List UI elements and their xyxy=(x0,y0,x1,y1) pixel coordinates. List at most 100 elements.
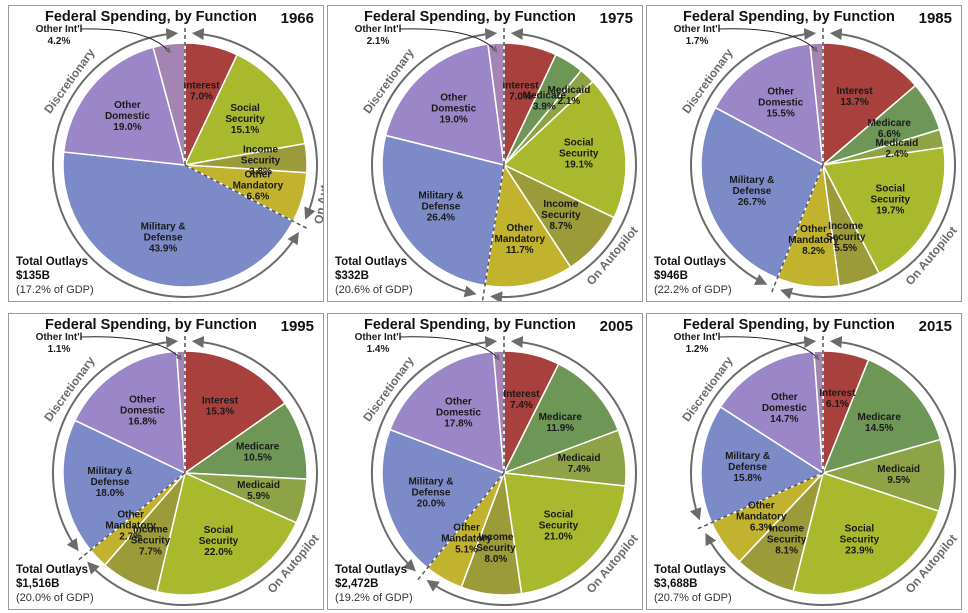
total-outlays-value: $332B xyxy=(335,270,369,282)
slice-label-income-security: Income Security 5.5% xyxy=(826,221,866,254)
slice-label-interest: Interest 15.3% xyxy=(202,395,239,417)
chart-year: 1985 xyxy=(918,10,952,27)
total-outlays-value: $1,516B xyxy=(16,578,60,590)
total-outlays-value: $3,688B xyxy=(654,578,698,590)
slice-other-domestic xyxy=(62,46,187,166)
total-outlays-value: $946B xyxy=(654,270,688,282)
slice-label-other-domestic: Other Domestic 15.5% xyxy=(758,86,803,119)
other-intl-leader-line xyxy=(80,28,171,54)
slice-social-security xyxy=(502,80,627,219)
chart-title: Federal Spending, by Function xyxy=(683,317,895,333)
slice-label-social-security: Social Security 19.7% xyxy=(871,184,911,217)
chart-title: Federal Spending, by Function xyxy=(45,317,257,333)
chart-year: 1966 xyxy=(280,10,314,27)
total-outlays-block: Total Outlays $946B (22.2% of GDP) xyxy=(654,255,732,297)
slice-label-medicaid: Medicaid 7.4% xyxy=(558,453,601,475)
gdp-share: (20.6% of GDP) xyxy=(335,284,413,296)
other-intl-leader-line xyxy=(399,28,498,53)
discretionary-arc xyxy=(690,28,817,285)
slice-label-other-domestic: Other Domestic 17.8% xyxy=(436,397,481,430)
other-intl-leader-line xyxy=(399,336,500,361)
chart-year: 2015 xyxy=(918,318,952,335)
slice-label-income-security: Income Security 3.8% xyxy=(241,145,281,178)
chart-panel-2015: Discretionary On Autopilot Interest 6.1% Med… xyxy=(646,313,962,610)
chart-panel-1995: Discretionary On Autopilot Interest 15.3% Me… xyxy=(8,313,324,610)
slice-label-interest: Interest 7.4% xyxy=(503,389,540,411)
slice-label-interest: Interest 7.0% xyxy=(184,81,221,103)
chart-title: Federal Spending, by Function xyxy=(364,317,576,333)
slice-label-medicaid: Medicaid 5.9% xyxy=(237,480,280,502)
slice-label-social-security: Social Security 21.0% xyxy=(539,509,579,542)
slice-medicare xyxy=(821,358,942,475)
slice-label-interest: Interest 6.1% xyxy=(819,388,856,410)
slice-label-social-security: Social Security 22.0% xyxy=(199,525,239,558)
other-intl-leader-line xyxy=(80,336,182,361)
slice-label-other-intl: Other Int'l 1.4% xyxy=(355,332,402,355)
slice-label-other-mandatory: Other Mandatory 6.3% xyxy=(736,501,787,534)
slice-label-medicare: Medicare 11.9% xyxy=(539,412,583,434)
slice-label-income-security: Income Security 8.0% xyxy=(476,532,516,565)
autopilot-arc xyxy=(490,28,637,301)
slice-label-military-defense: Military & Defense 18.0% xyxy=(87,466,132,499)
slice-label-interest: Interest 7.0% xyxy=(502,81,539,103)
total-outlays-label: Total Outlays xyxy=(16,564,88,576)
total-outlays-block: Total Outlays $332B (20.6% of GDP) xyxy=(335,255,413,297)
slice-label-medicaid: Medicaid 2.4% xyxy=(875,138,918,160)
slice-label-other-mandatory: Other Mandatory 5.1% xyxy=(441,523,492,556)
chart-title: Federal Spending, by Function xyxy=(364,9,576,25)
chart-year: 2005 xyxy=(599,318,633,335)
gdp-share: (17.2% of GDP) xyxy=(16,284,94,296)
slice-medicare xyxy=(502,362,620,475)
autopilot-arc xyxy=(87,336,318,606)
slice-social-security xyxy=(821,146,946,275)
slice-label-military-defense: Military & Defense 26.7% xyxy=(729,175,774,208)
slice-label-social-security: Social Security 19.1% xyxy=(559,137,599,170)
slice-label-other-intl: Other Int'l 1.2% xyxy=(674,332,721,355)
slice-label-income-security: Income Security 8.7% xyxy=(541,199,581,232)
other-intl-leader-line xyxy=(718,336,820,361)
chart-panel-1966: Discretionary On Autopilot Interest 7.0% Soc… xyxy=(8,5,324,302)
discretionary-arc xyxy=(690,336,817,521)
slice-label-medicare: Medicare 3.9% xyxy=(523,91,567,113)
slice-label-social-security: Social Security 23.9% xyxy=(840,523,880,556)
chart-panel-1975: Discretionary On Autopilot Interest 7.0% Med… xyxy=(327,5,643,302)
slice-social-security xyxy=(503,472,627,595)
gdp-share: (20.7% of GDP) xyxy=(654,592,732,604)
chart-year: 1975 xyxy=(599,10,633,27)
slice-label-social-security: Social Security 15.1% xyxy=(225,103,265,136)
slice-label-other-domestic: Other Domestic 16.8% xyxy=(120,394,165,427)
slice-label-other-intl: Other Int'l 1.7% xyxy=(674,24,721,47)
slice-medicare xyxy=(182,402,308,480)
chart-panel-1985: Discretionary On Autopilot Interest 13.7% Me… xyxy=(646,5,962,302)
total-outlays-label: Total Outlays xyxy=(654,256,726,268)
chart-title: Federal Spending, by Function xyxy=(45,9,257,25)
total-outlays-value: $135B xyxy=(16,270,50,282)
total-outlays-label: Total Outlays xyxy=(16,256,88,268)
autopilot-arc xyxy=(426,336,637,606)
slice-label-other-mandatory: Other Mandatory 6.6% xyxy=(233,169,284,202)
total-outlays-label: Total Outlays xyxy=(335,564,407,576)
gdp-share: (22.2% of GDP) xyxy=(654,284,732,296)
total-outlays-block: Total Outlays $2,472B (19.2% of GDP) xyxy=(335,563,413,605)
total-outlays-label: Total Outlays xyxy=(335,256,407,268)
slice-label-other-domestic: Other Domestic 19.0% xyxy=(431,93,476,126)
total-outlays-block: Total Outlays $1,516B (20.0% of GDP) xyxy=(16,563,94,605)
slice-label-medicare: Medicare 10.5% xyxy=(236,442,280,464)
slice-label-military-defense: Military & Defense 26.4% xyxy=(418,191,463,224)
slice-label-military-defense: Military & Defense 15.8% xyxy=(725,451,770,484)
slice-label-other-domestic: Other Domestic 14.7% xyxy=(762,392,807,425)
chart-panel-2005: Discretionary On Autopilot Interest 7.4% Med… xyxy=(327,313,643,610)
autopilot-arc xyxy=(780,28,956,300)
slice-label-military-defense: Military & Defense 20.0% xyxy=(408,477,453,510)
slice-label-interest: Interest 13.7% xyxy=(836,86,873,108)
discretionary-arc xyxy=(371,28,498,298)
gdp-share: (19.2% of GDP) xyxy=(335,592,413,604)
slice-label-other-intl: Other Int'l 2.1% xyxy=(355,24,402,47)
